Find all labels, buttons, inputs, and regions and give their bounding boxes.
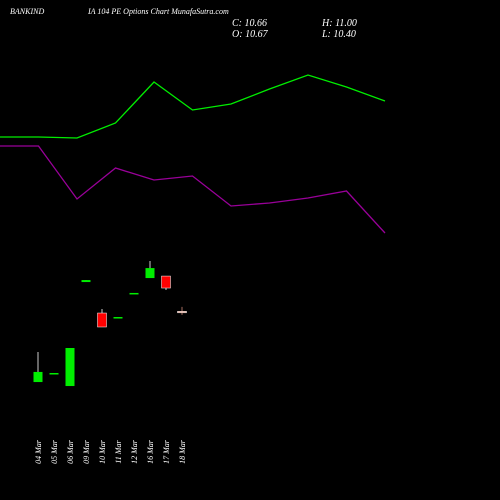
candle-body xyxy=(145,268,155,279)
x-tick-label: 17 Mar xyxy=(162,439,171,464)
candle-body xyxy=(129,292,139,295)
ohlc-value: 10.40 xyxy=(333,29,356,40)
x-tick-label: 04 Mar xyxy=(34,439,43,464)
ohlc-key: L: xyxy=(321,29,331,40)
candle-body xyxy=(113,317,123,319)
x-tick-label: 05 Mar xyxy=(50,439,59,464)
candle-body xyxy=(97,312,107,328)
x-tick-label: 18 Mar xyxy=(178,439,187,464)
ohlc-key: O: xyxy=(232,29,243,40)
ohlc-label: C: 10.66 xyxy=(232,18,267,29)
indicator-line xyxy=(0,145,386,234)
candle-body xyxy=(177,311,187,314)
ohlc-value: 11.00 xyxy=(335,18,357,29)
candle-body xyxy=(81,280,91,283)
ohlc-value: 10.66 xyxy=(245,18,268,29)
ohlc-key: H: xyxy=(321,18,333,29)
ohlc-value: 10.67 xyxy=(245,29,269,40)
chart-title: BANKIND xyxy=(10,7,44,16)
chart-subtitle: IA 104 PE Options Chart MunafaSutra.com xyxy=(87,7,229,16)
ohlc-label: H: 11.00 xyxy=(321,18,357,29)
ohlc-key: C: xyxy=(232,18,242,29)
candle-body xyxy=(33,371,43,383)
ohlc-label: L: 10.40 xyxy=(321,29,356,40)
indicator-line xyxy=(0,74,386,139)
x-tick-label: 09 Mar xyxy=(82,439,91,464)
x-tick-label: 12 Mar xyxy=(130,439,139,464)
candle-body xyxy=(65,348,75,387)
x-tick-label: 06 Mar xyxy=(66,439,75,464)
x-tick-label: 11 Mar xyxy=(114,440,123,464)
candle-body xyxy=(49,373,59,375)
x-tick-label: 16 Mar xyxy=(146,439,155,464)
x-tick-label: 10 Mar xyxy=(98,439,107,464)
ohlc-label: O: 10.67 xyxy=(232,29,269,40)
candle-body xyxy=(161,275,171,289)
